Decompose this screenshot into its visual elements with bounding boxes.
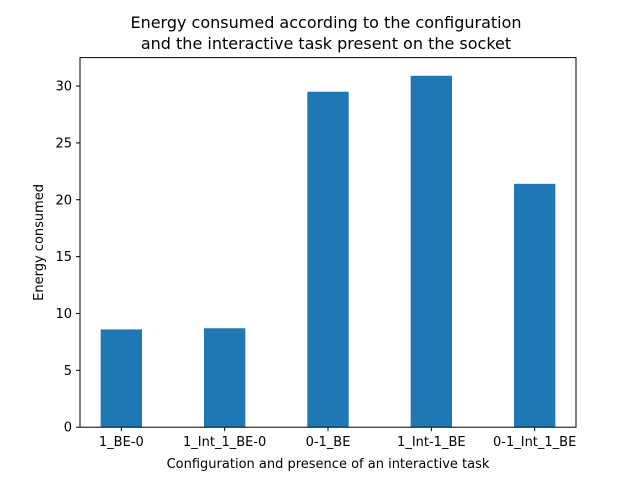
bars-group (100, 75, 556, 428)
bar-1-int-1-be (410, 75, 452, 428)
y-tick-label: 25 (55, 136, 72, 151)
x-tick-label: 1_Int-1_BE (397, 435, 466, 450)
x-tick-label: 1_BE-0 (99, 435, 144, 450)
bar-0-1-be (307, 91, 349, 428)
y-axis-label: Energy consumed (32, 184, 47, 301)
y-tick-label: 5 (64, 364, 72, 379)
bar-1-int-1-be-0 (204, 328, 246, 428)
y-tick-label: 0 (64, 421, 72, 436)
x-tick-label: 1_Int_1_BE-0 (183, 435, 266, 450)
y-axis-ticks: 0 5 10 15 20 25 30 (55, 80, 80, 436)
x-axis-ticks: 1_BE-0 1_Int_1_BE-0 0-1_BE 1_Int-1_BE 0-1_In… (99, 427, 576, 450)
bar-1-be-0 (100, 329, 142, 428)
x-axis-label: Configuration and presence of an interac… (167, 457, 490, 472)
chart-title-line-2: and the interactive task present on the … (141, 34, 511, 53)
chart-title-line-1: Energy consumed according to the configu… (130, 13, 521, 32)
bar-0-1-int-1-be (514, 183, 556, 428)
y-tick-label: 15 (55, 250, 72, 265)
y-tick-label: 20 (55, 193, 72, 208)
x-tick-label: 0-1_BE (306, 435, 351, 450)
y-tick-label: 30 (55, 80, 72, 95)
x-tick-label: 0-1_Int_1_BE (493, 435, 576, 450)
plot-frame (79, 57, 577, 428)
y-tick-label: 10 (55, 307, 72, 322)
